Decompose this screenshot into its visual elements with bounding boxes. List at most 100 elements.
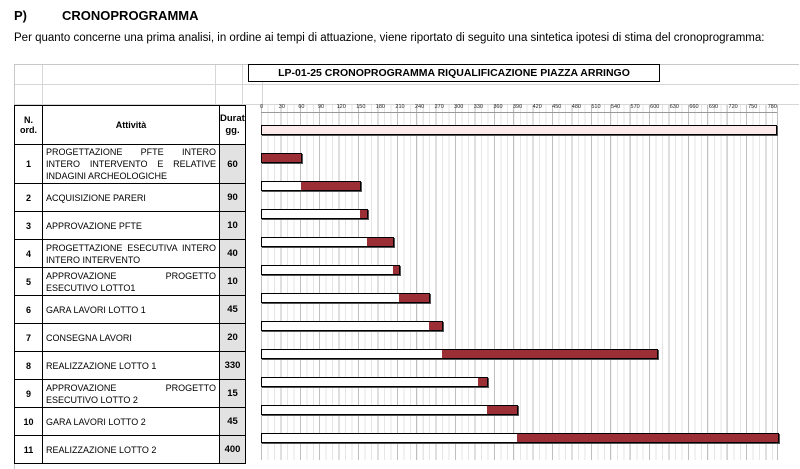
table-header-row: N. ord. Attività Durata gg. — [14, 105, 246, 145]
gantt-grid — [261, 105, 778, 460]
gantt-bar-waiting — [262, 322, 429, 330]
row-number: 5 — [14, 267, 43, 296]
gantt-bar — [261, 209, 368, 219]
gantt-bar-duration — [516, 434, 778, 442]
section-heading: P) CRONOPROGRAMMA — [14, 8, 199, 23]
axis-tick-label: 570 — [630, 104, 640, 110]
row-duration: 10 — [219, 267, 246, 296]
gantt-bar — [261, 181, 361, 191]
row-number: 2 — [14, 183, 43, 212]
row-number: 9 — [14, 379, 43, 408]
gantt-bar — [261, 377, 489, 387]
row-number: 6 — [14, 295, 43, 324]
axis-tick-label: 120 — [336, 104, 346, 110]
chart-title: LP-01-25 CRONOPROGRAMMA RIQUALIFICAZIONE… — [248, 64, 660, 82]
gantt-bar-waiting — [262, 350, 442, 358]
axis-tick-label: 720 — [728, 104, 738, 110]
table-row: 9 APPROVAZIONE PROGETTO ESECUTIVO LOTTO 2… — [14, 379, 246, 408]
header-number: N. ord. — [14, 105, 43, 145]
axis-tick-label: 420 — [532, 104, 542, 110]
gantt-bar-waiting — [262, 266, 393, 274]
row-duration: 15 — [219, 379, 246, 408]
row-activity: APPROVAZIONE PROGETTO ESECUTIVO LOTTO 2 — [42, 379, 220, 408]
row-number: 11 — [14, 435, 43, 464]
gantt-bar-duration — [366, 238, 393, 246]
table-row: 11 REALIZZAZIONE LOTTO 2 400 — [14, 435, 246, 464]
axis-tick-label: 750 — [748, 104, 758, 110]
gantt-bar-waiting — [262, 434, 517, 442]
grid-line — [262, 65, 263, 105]
row-activity: GARA LAVORI LOTTO 2 — [42, 407, 220, 436]
axis-tick-label: 630 — [669, 104, 679, 110]
header-duration: Durata gg. — [219, 105, 246, 145]
axis-tick-label: 390 — [512, 104, 523, 110]
row-activity: GARA LAVORI LOTTO 1 — [42, 295, 220, 324]
axis-tick-label: 270 — [434, 104, 444, 110]
row-duration: 90 — [219, 183, 246, 212]
table-row: 2 ACQUISIZIONE PARERI 90 — [14, 183, 246, 212]
axis-tick-label: 690 — [708, 104, 719, 110]
axis-tick-label: 540 — [610, 104, 621, 110]
row-duration: 40 — [219, 239, 246, 268]
gantt-bar-duration — [477, 378, 488, 386]
row-number: 8 — [14, 351, 43, 380]
axis-tick-label: 60 — [298, 104, 305, 110]
row-number: 1 — [14, 144, 43, 184]
gantt-bar-waiting — [262, 182, 302, 190]
gantt-bar — [261, 405, 518, 415]
row-duration: 330 — [219, 351, 246, 380]
row-number: 7 — [14, 323, 43, 352]
section-number: P) — [14, 8, 27, 23]
table-row: 7 CONSEGNA LAVORI 20 — [14, 323, 246, 352]
table-row: 6 GARA LAVORI LOTTO 1 45 — [14, 295, 246, 324]
axis-tick-label: 510 — [591, 104, 601, 110]
grid-line — [215, 65, 216, 105]
gantt-bar-duration — [428, 322, 442, 330]
row-activity: CONSEGNA LAVORI — [42, 323, 220, 352]
gantt-bar-duration — [301, 182, 360, 190]
row-activity: APPROVAZIONE PFTE — [42, 211, 220, 240]
axis-tick-label: 0 — [260, 104, 264, 110]
gantt-bar-duration — [487, 406, 517, 414]
row-activity: PROGETTAZIONE ESECUTIVA INTERO INTERO IN… — [42, 239, 220, 268]
axis-tick-label: 30 — [278, 104, 285, 110]
row-duration: 10 — [219, 211, 246, 240]
row-activity: PROGETTAZIONE PFTE INTERO INTERO INTERVE… — [42, 144, 220, 184]
row-activity: REALIZZAZIONE LOTTO 2 — [42, 435, 220, 464]
timeline-axis — [261, 112, 777, 113]
row-duration: 45 — [219, 295, 246, 324]
gantt-bar-waiting — [262, 210, 360, 218]
row-duration: 20 — [219, 323, 246, 352]
table-row: 5 APPROVAZIONE PROGETTO ESECUTIVO LOTTO1 1… — [14, 267, 246, 296]
gantt-bar — [261, 349, 659, 359]
axis-tick-label: 600 — [650, 104, 660, 110]
table-row: 8 REALIZZAZIONE LOTTO 1 330 — [14, 351, 246, 380]
grid-line — [242, 65, 243, 105]
gantt-bar-waiting — [262, 378, 478, 386]
axis-tick-label: 300 — [454, 104, 464, 110]
table-row: 3 APPROVAZIONE PFTE 10 — [14, 211, 246, 240]
gantt-bar-duration — [399, 294, 429, 302]
grid-line — [15, 104, 799, 105]
gantt-bar-duration — [441, 350, 658, 358]
row-number: 10 — [14, 407, 43, 436]
gantt-bar-waiting — [262, 238, 367, 246]
gantt-bar-waiting — [262, 406, 488, 414]
grid-line — [15, 84, 799, 85]
activity-table: N. ord. Attività Durata gg. 1PROGETTAZIO… — [14, 105, 246, 464]
axis-tick-label: 780 — [767, 104, 777, 110]
axis-tick-label: 90 — [317, 104, 325, 110]
gantt-bar-duration — [392, 266, 400, 274]
gantt-bar — [261, 293, 430, 303]
axis-tick-label: 240 — [414, 104, 425, 110]
gantt-bar-duration — [262, 154, 302, 162]
intro-paragraph: Per quanto concerne una prima analisi, i… — [14, 32, 765, 44]
row-duration: 400 — [219, 435, 246, 464]
axis-tick-label: 150 — [356, 104, 366, 110]
axis-tick-label: 210 — [395, 104, 405, 110]
gantt-bar — [261, 265, 401, 275]
gantt-bar — [261, 321, 443, 331]
row-activity: APPROVAZIONE PROGETTO ESECUTIVO LOTTO1 — [42, 267, 220, 296]
gantt-bar — [261, 433, 779, 443]
axis-tick-label: 330 — [473, 104, 483, 110]
